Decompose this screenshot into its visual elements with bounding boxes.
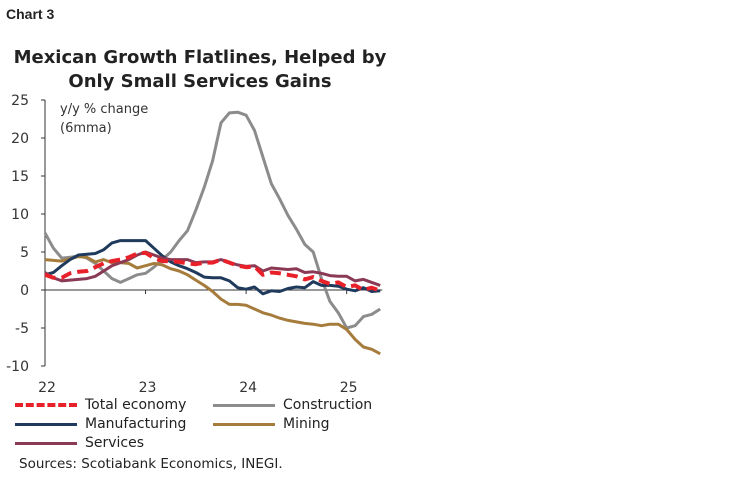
- y-tick-label: 15: [11, 169, 29, 185]
- legend-label: Services: [85, 435, 145, 451]
- x-tick-label: 22: [38, 380, 56, 396]
- y-tick-label: -10: [6, 359, 29, 375]
- legend-item-mining: Mining: [213, 416, 330, 432]
- legend-swatch: [15, 441, 77, 445]
- y-tick-label: 10: [11, 207, 29, 223]
- legend-label: Total economy: [85, 397, 187, 413]
- legend-label: Construction: [283, 397, 373, 413]
- legend-swatch: [15, 403, 77, 407]
- series-line-manufacturing: [44, 239, 381, 296]
- y-tick-label: 0: [20, 283, 29, 299]
- chart-title: Mexican Growth Flatlines, Helped by Only…: [13, 47, 387, 92]
- y-tick-label: 20: [11, 131, 29, 147]
- legend-item-construction: Construction: [213, 397, 372, 413]
- legend-item-total-economy: Total economy: [15, 397, 186, 413]
- legend-label: Manufacturing: [85, 416, 187, 432]
- legend-swatch: [15, 422, 77, 426]
- source-note: Sources: Scotiabank Economics, INEGI.: [19, 456, 283, 472]
- chart-label: Chart 3: [6, 6, 55, 22]
- y-unit-label-line2: (6mma): [60, 121, 112, 136]
- x-tick-label: 24: [239, 380, 257, 396]
- y-tick-label: 5: [20, 245, 29, 261]
- y-tick-label: 25: [11, 93, 29, 109]
- legend-item-manufacturing: Manufacturing: [15, 416, 186, 432]
- series-line-total-economy: [44, 250, 381, 293]
- legend-label: Mining: [283, 416, 330, 432]
- legend-swatch: [213, 403, 275, 407]
- y-tick-label: -5: [15, 321, 29, 337]
- y-unit-label-line1: y/y % change: [60, 102, 148, 117]
- series-line-construction: [43, 110, 382, 330]
- x-tick-label: 25: [340, 380, 358, 396]
- legend-swatch: [213, 422, 275, 426]
- series-line-mining: [44, 255, 381, 356]
- x-tick-label: 23: [139, 380, 157, 396]
- legend-item-services: Services: [15, 435, 144, 451]
